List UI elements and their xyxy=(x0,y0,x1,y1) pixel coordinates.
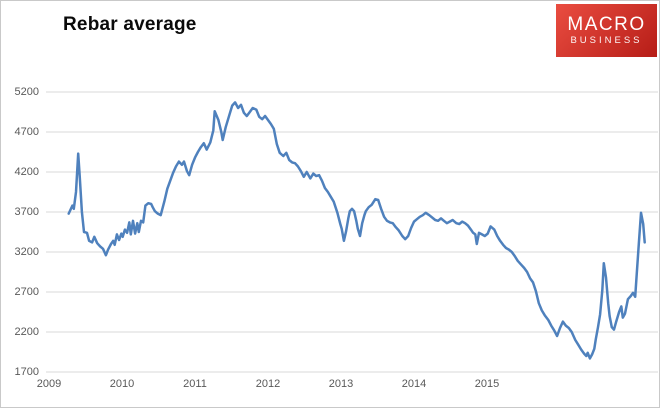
rebar-price-line xyxy=(67,101,646,360)
y-axis-tick-label: 4700 xyxy=(14,126,39,138)
y-axis-tick-label: 2700 xyxy=(14,286,39,298)
y-axis-tick-label: 4200 xyxy=(14,166,39,178)
y-axis-tick-label: 3700 xyxy=(14,206,39,218)
x-axis-tick-label: 2015 xyxy=(474,378,500,390)
x-axis-tick-label: 2010 xyxy=(109,378,135,390)
x-axis-tick-label: 2014 xyxy=(401,378,427,390)
macrobusiness-logo: MACRO BUSINESS xyxy=(556,4,657,57)
x-axis-tick-label: 2013 xyxy=(328,378,354,390)
y-axis-tick-label: 5200 xyxy=(14,86,39,98)
logo-text-business: BUSINESS xyxy=(570,34,643,46)
y-axis-tick-label: 3200 xyxy=(14,246,39,258)
x-axis-tick-label: 2011 xyxy=(183,378,207,390)
y-axis-tick-label: 1700 xyxy=(14,366,39,378)
y-axis-tick-label: 2200 xyxy=(14,326,39,338)
chart-title: Rebar average xyxy=(63,14,197,35)
x-axis-tick-label: 2009 xyxy=(36,378,62,390)
x-axis-tick-label: 2012 xyxy=(255,378,281,390)
logo-text-macro: MACRO xyxy=(567,13,646,35)
